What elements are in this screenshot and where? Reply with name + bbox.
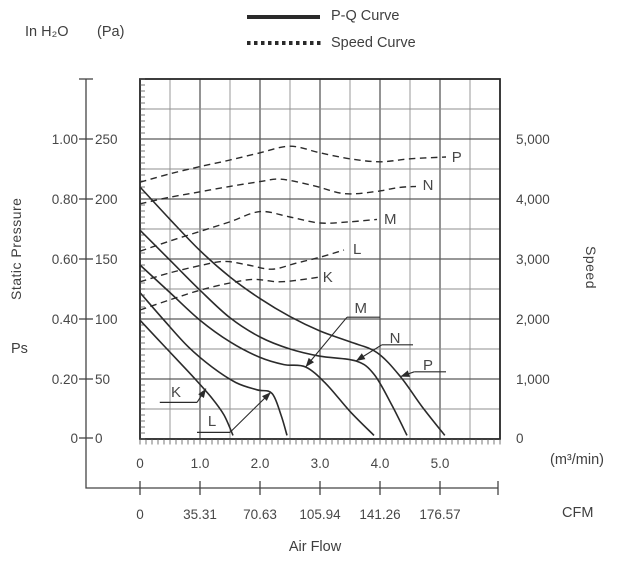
svg-text:250: 250 (95, 132, 118, 147)
x-axis-title-air-flow: Air Flow (288, 539, 342, 555)
svg-text:50: 50 (95, 372, 110, 387)
svg-text:200: 200 (95, 192, 118, 207)
pq-curve-label-L: L (208, 413, 216, 430)
legend-swatch-solid-line (247, 15, 320, 19)
svg-text:4,000: 4,000 (516, 192, 550, 207)
pq-curve-label-N: N (390, 330, 401, 347)
pressure-unit-pa-label: (Pa) (97, 24, 125, 40)
pq-curve-K (139, 319, 234, 436)
svg-text:3.0: 3.0 (311, 456, 330, 471)
svg-text:0: 0 (70, 431, 78, 446)
svg-text:176.57: 176.57 (419, 507, 460, 522)
speed-curve-label-K: K (323, 269, 333, 286)
grid (139, 78, 501, 440)
y-axis-title-static-pressure: Static Pressure (8, 197, 24, 300)
svg-text:0: 0 (136, 507, 144, 522)
pressure-unit-inh2o-label: In H₂O (25, 24, 69, 40)
pq-curve-label-M: M (355, 300, 368, 317)
pq-curves (139, 186, 446, 436)
speed-curve-L (139, 249, 345, 283)
y-axis-title-speed: Speed (583, 246, 599, 289)
pq-curve-P (139, 186, 446, 436)
svg-text:0: 0 (516, 431, 524, 446)
svg-text:5,000: 5,000 (516, 132, 550, 147)
cfm-axis: 0 35.31 70.63 105.94 141.26 176.57 (136, 481, 499, 522)
svg-text:5.0: 5.0 (431, 456, 450, 471)
svg-text:150: 150 (95, 252, 118, 267)
legend-label-speed-curve: Speed Curve (331, 35, 416, 51)
svg-text:2,000: 2,000 (516, 312, 550, 327)
speed-axis-labels: 5,000 4,000 3,000 2,000 1,000 0 (516, 132, 550, 446)
svg-text:0.60: 0.60 (52, 252, 78, 267)
pq-curve-label-K: K (171, 384, 181, 401)
speed-curve-M (139, 210, 378, 252)
speed-curve-N (139, 178, 417, 205)
speed-curve-label-N: N (423, 177, 434, 194)
y-axis-symbol-ps: Ps (11, 341, 28, 357)
svg-text:1,000: 1,000 (516, 372, 550, 387)
svg-text:0: 0 (95, 431, 103, 446)
pq-curve-M (139, 264, 375, 436)
x-axis-unit-m3min-label: (m³/min) (550, 452, 604, 468)
pq-curve-label-P: P (423, 357, 433, 374)
speed-curve-label-M: M (384, 211, 397, 228)
minor-ticks (139, 78, 501, 445)
pq-curve-callouts: K L M N P (159, 300, 446, 433)
speed-curves: K L M N P (139, 145, 462, 311)
svg-text:0.80: 0.80 (52, 192, 78, 207)
svg-text:105.94: 105.94 (299, 507, 341, 522)
svg-text:1.00: 1.00 (52, 132, 78, 147)
pq-curve-N (139, 229, 408, 436)
svg-text:70.63: 70.63 (243, 507, 277, 522)
pq-curve-L (139, 292, 288, 436)
svg-text:100: 100 (95, 312, 118, 327)
svg-text:1.0: 1.0 (191, 456, 210, 471)
speed-curve-label-L: L (353, 241, 361, 258)
m3min-axis-labels: 0 1.0 2.0 3.0 4.0 5.0 (136, 456, 449, 471)
svg-text:2.0: 2.0 (251, 456, 270, 471)
svg-text:4.0: 4.0 (371, 456, 390, 471)
svg-text:0.20: 0.20 (52, 372, 78, 387)
svg-text:141.26: 141.26 (359, 507, 400, 522)
svg-text:35.31: 35.31 (183, 507, 217, 522)
legend-swatch-dotted-line (247, 41, 323, 45)
legend-label-pq-curve: P-Q Curve (331, 8, 400, 24)
speed-curve-P (139, 145, 447, 183)
svg-text:3,000: 3,000 (516, 252, 550, 267)
speed-curve-label-P: P (452, 149, 462, 166)
svg-text:0: 0 (136, 456, 144, 471)
x-axis-unit-cfm-label: CFM (562, 505, 594, 521)
svg-text:0.40: 0.40 (52, 312, 78, 327)
speed-curve-K (139, 276, 321, 311)
